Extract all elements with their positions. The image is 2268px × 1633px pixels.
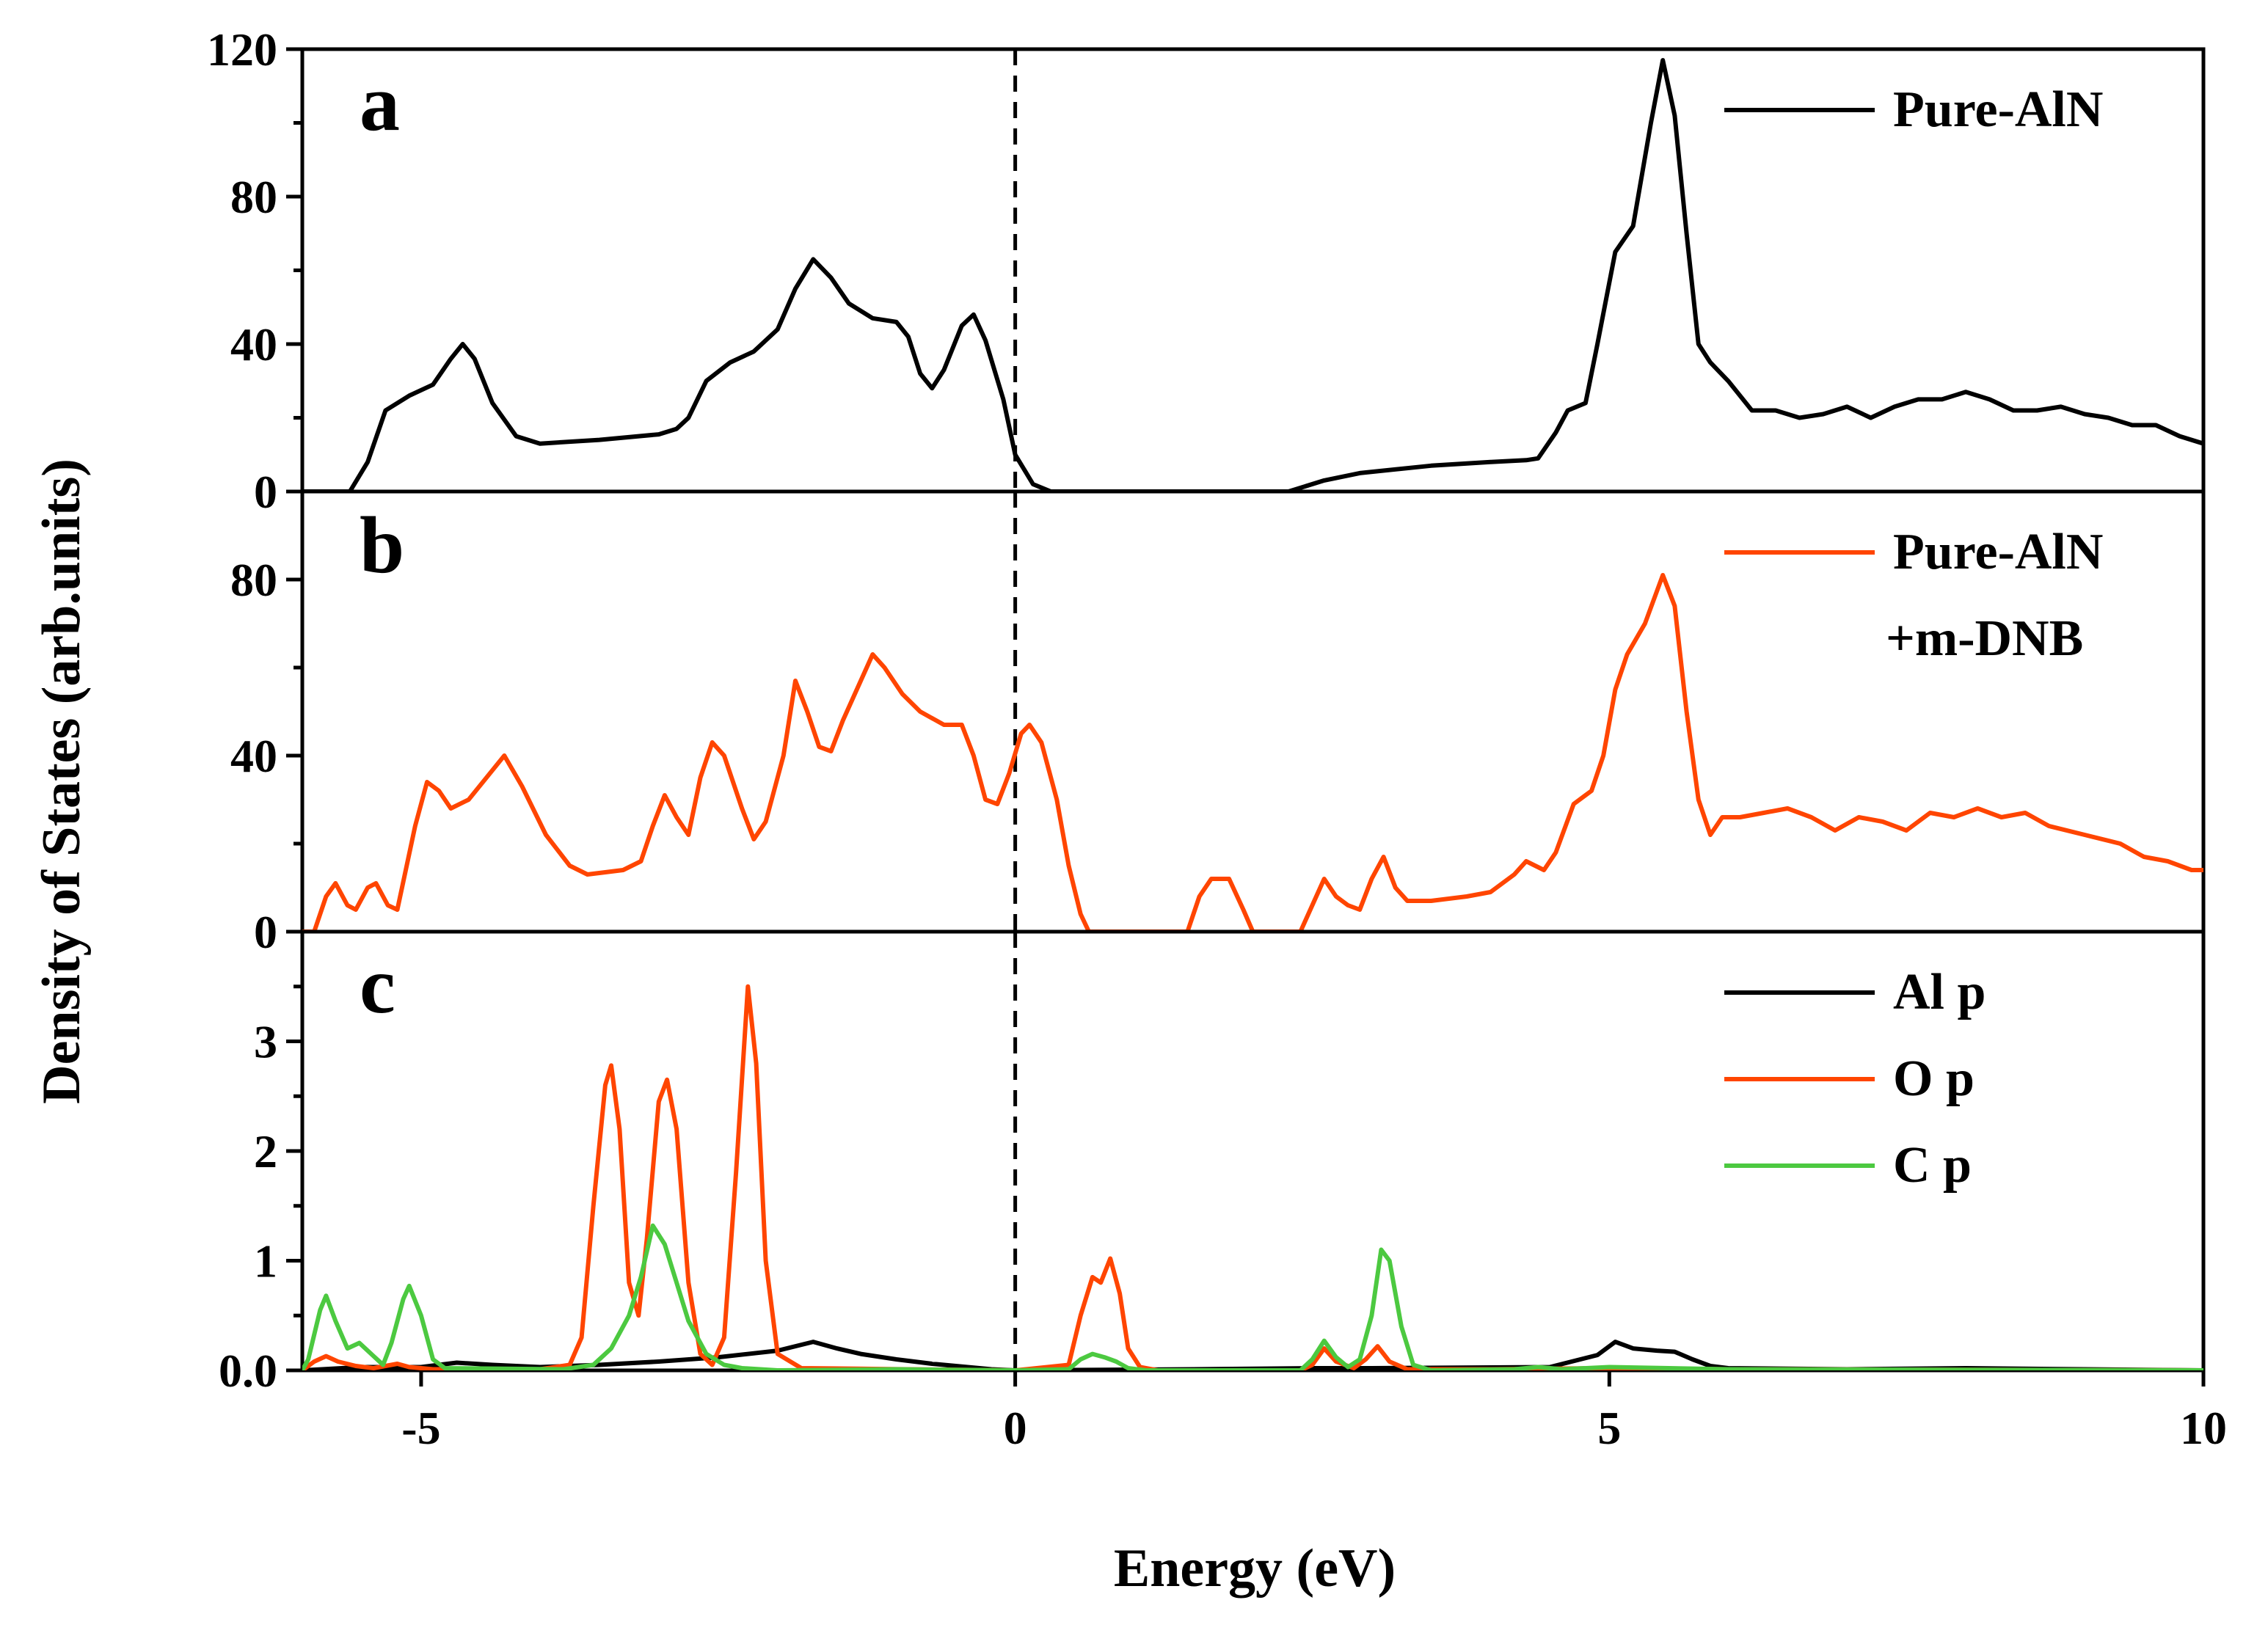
y-tick-label: 40 [230, 730, 277, 782]
series-line-pure-aln-m-dnb [302, 573, 2203, 932]
y-tick-label: 40 [230, 318, 277, 370]
legend-label: Pure-AlN [1893, 81, 2103, 138]
y-tick-label: 120 [207, 23, 277, 76]
x-tick-label: 10 [2180, 1402, 2227, 1454]
legend-label: O p [1893, 1051, 1975, 1107]
legend-label: Al p [1893, 964, 1986, 1020]
panel-a: 0 40 80 120 a Pure-AlN [207, 23, 2206, 518]
panel-label: b [360, 500, 404, 590]
panel-b: 0 40 80 b Pure-AlN +m-DNB [230, 489, 2206, 958]
legend-label: Pure-AlN [1893, 524, 2103, 580]
legend-label: C p [1893, 1137, 1972, 1194]
y-tick-label: 0.0 [219, 1345, 277, 1397]
y-tick-label: 0 [254, 466, 277, 518]
y-tick-label: 0 [254, 906, 277, 958]
x-tick-label: 5 [1597, 1402, 1621, 1454]
y-tick-label: 2 [254, 1125, 277, 1177]
legend-label: +m-DNB [1886, 610, 2083, 667]
y-tick-label: 1 [254, 1235, 277, 1287]
y-tick-label: 3 [254, 1016, 277, 1068]
y-tick-label: 80 [230, 554, 277, 606]
y-tick-label: 80 [230, 171, 277, 223]
panel-label: a [360, 58, 400, 147]
panel-c: 0.0 1 2 3 c Al p O p C p -5 0 5 10 [219, 929, 2227, 1454]
y-axis-title: Density of States (arb.units) [32, 459, 92, 1104]
series-line-pure-aln [302, 58, 2203, 492]
x-tick-label: 0 [1004, 1402, 1027, 1454]
series-line-c-p [302, 1223, 2203, 1370]
x-axis-title: Energy (eV) [1114, 1538, 1396, 1599]
x-tick-label: -5 [401, 1402, 440, 1454]
panel-label: c [360, 940, 395, 1030]
